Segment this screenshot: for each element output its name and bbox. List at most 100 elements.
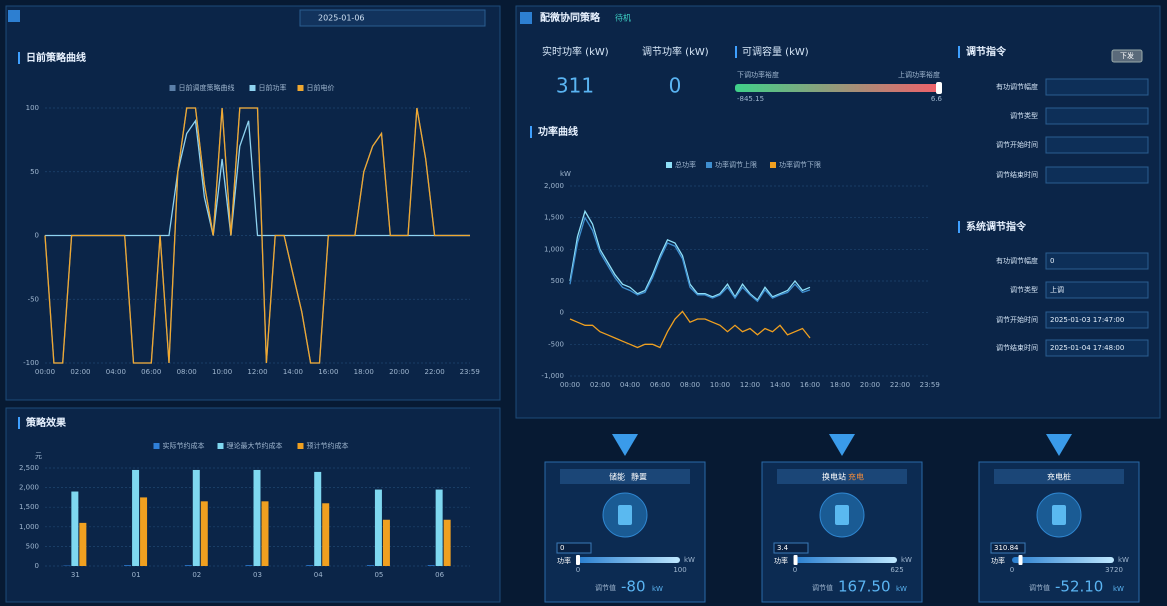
x-tick-label: 16:00 <box>800 381 820 389</box>
legend-label: 理论最大节约成本 <box>227 441 283 450</box>
x-tick-label: 16:00 <box>318 368 338 376</box>
slider-min: 0 <box>793 566 797 574</box>
y-tick-label: 2,000 <box>19 484 39 492</box>
field-value: 上调 <box>1050 285 1064 294</box>
title-tick <box>958 221 960 233</box>
title-tick <box>18 52 20 64</box>
legend-swatch <box>666 162 672 168</box>
chart-title: 日前策略曲线 <box>26 51 86 64</box>
value-box <box>990 542 1026 554</box>
down-value: -845.15 <box>737 95 764 103</box>
input-box[interactable] <box>1045 281 1149 299</box>
field-label: 调节开始时间 <box>996 140 1038 149</box>
arrows <box>612 434 1072 456</box>
slider-track <box>1012 557 1114 563</box>
x-tick-label: 04:00 <box>620 381 640 389</box>
slider-unit: kW <box>1118 556 1129 564</box>
bar <box>245 565 253 566</box>
y-tick-label: 500 <box>551 277 564 285</box>
y-tick-label: 1,500 <box>19 503 39 511</box>
x-tick-label: 10:00 <box>212 368 232 376</box>
slider-max: 625 <box>890 566 903 574</box>
series-line <box>569 209 811 301</box>
legend-label: 功率调节上限 <box>715 160 757 169</box>
y-tick-label: 100 <box>26 104 39 112</box>
x-tick-label: 05 <box>374 571 383 579</box>
x-tick-label: 00:00 <box>560 381 580 389</box>
y-tick-label: 0 <box>560 309 564 317</box>
panel-icon <box>520 12 532 24</box>
up-label: 上调功率裕度 <box>898 70 940 79</box>
input-box[interactable] <box>1045 311 1149 329</box>
x-tick-label: 08:00 <box>680 381 700 389</box>
send-button[interactable] <box>1111 49 1143 63</box>
device-icon-glyph <box>1052 505 1066 525</box>
slider-track <box>578 557 680 563</box>
field-value: 2025-01-03 17:47:00 <box>1050 316 1124 324</box>
y-tick-label: 2,000 <box>544 182 564 190</box>
device-status: 静置 <box>631 472 647 482</box>
legend-swatch <box>249 85 256 91</box>
x-tick-label: 04 <box>314 571 323 579</box>
legend-label: 日前功率 <box>259 83 287 92</box>
bar <box>374 489 382 566</box>
input-box[interactable] <box>1045 136 1149 154</box>
power-label: 功率 <box>774 556 788 565</box>
slider-track <box>795 557 897 563</box>
slider-handle[interactable] <box>793 555 798 565</box>
device-icon-glyph <box>835 505 849 525</box>
up-value: 6.6 <box>931 95 943 103</box>
card-header <box>994 469 1124 484</box>
x-tick-label: 02 <box>192 571 201 579</box>
y-tick-label: -500 <box>548 340 564 348</box>
arrow <box>1046 434 1072 456</box>
slider-unit: kW <box>901 556 912 564</box>
device-icon-glyph <box>618 505 632 525</box>
input-box[interactable] <box>1045 166 1149 184</box>
metric-value: 311 <box>556 74 594 98</box>
input-box[interactable] <box>1045 78 1149 96</box>
x-tick-label: 23:59 <box>460 368 480 376</box>
adjust-value: -80 <box>621 578 646 596</box>
x-tick-label: 20:00 <box>860 381 880 389</box>
x-tick-label: 01 <box>132 571 141 579</box>
arrow <box>612 434 638 456</box>
capacity-label: 可调容量 (kW) <box>742 45 809 58</box>
card-header <box>560 469 690 484</box>
input-box[interactable] <box>1045 252 1149 270</box>
bar <box>140 497 148 566</box>
bar <box>427 565 435 566</box>
form-title: 调节指令 <box>966 45 1007 58</box>
send-button-label[interactable]: 下发 <box>1120 51 1134 60</box>
bar <box>443 519 451 566</box>
panel-icon <box>8 10 20 22</box>
device-name: 充电桩 <box>1047 472 1071 482</box>
slider-min: 0 <box>1010 566 1014 574</box>
bar <box>314 471 322 566</box>
title-tick <box>530 126 532 138</box>
x-tick-label: 31 <box>71 571 80 579</box>
y-tick-label: 0 <box>35 562 39 570</box>
capacity-gauge <box>735 84 940 92</box>
x-tick-label: 12:00 <box>740 381 760 389</box>
device-card <box>978 461 1140 603</box>
adjust-unit: kW <box>1113 585 1124 593</box>
input-box[interactable] <box>1045 107 1149 125</box>
x-tick-label: 20:00 <box>389 368 409 376</box>
slider-min: 0 <box>576 566 580 574</box>
arrow <box>829 434 855 456</box>
adjust-unit: kW <box>896 585 907 593</box>
metric-label: 调节功率 (kW) <box>642 45 709 58</box>
title-tick <box>735 46 737 58</box>
y-tick-label: 1,500 <box>544 214 564 222</box>
gauge-handle <box>936 82 942 94</box>
slider-handle[interactable] <box>576 555 580 565</box>
slider-handle[interactable] <box>1018 555 1023 565</box>
adjust-label: 调节值 <box>1029 583 1050 592</box>
slider-unit: kW <box>684 556 695 564</box>
device-value: 310.84 <box>994 544 1019 552</box>
legend-swatch <box>706 162 712 168</box>
title-tick <box>18 417 20 429</box>
input-box[interactable] <box>1045 339 1149 357</box>
